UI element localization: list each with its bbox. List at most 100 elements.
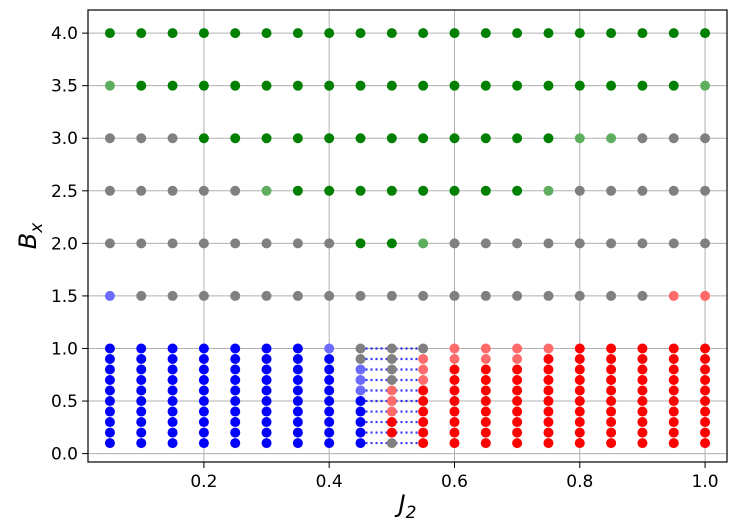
- data-point: [261, 185, 272, 196]
- data-point: [355, 375, 366, 386]
- y-tick-label: 2.5: [51, 182, 78, 202]
- data-point: [324, 385, 335, 396]
- data-point: [386, 28, 397, 39]
- data-point: [637, 238, 648, 249]
- data-point: [606, 290, 617, 301]
- data-point: [418, 238, 429, 249]
- data-point: [167, 406, 178, 417]
- data-point: [574, 438, 585, 449]
- data-point: [292, 80, 303, 91]
- data-point: [574, 28, 585, 39]
- data-point: [386, 343, 397, 354]
- data-point: [574, 396, 585, 407]
- data-point: [480, 80, 491, 91]
- data-point: [480, 427, 491, 438]
- data-point: [355, 343, 366, 354]
- data-point: [512, 353, 523, 364]
- data-point: [355, 406, 366, 417]
- data-point: [167, 133, 178, 144]
- data-point: [198, 80, 209, 91]
- data-point: [324, 417, 335, 428]
- data-point: [480, 385, 491, 396]
- data-point: [292, 417, 303, 428]
- data-point: [512, 343, 523, 354]
- data-point: [355, 80, 366, 91]
- data-point: [198, 185, 209, 196]
- data-point: [637, 353, 648, 364]
- x-axis-label: J2: [395, 490, 417, 523]
- data-point: [167, 28, 178, 39]
- data-point: [480, 28, 491, 39]
- x-tick-label: 0.4: [316, 472, 343, 492]
- data-point: [668, 385, 679, 396]
- data-point: [700, 290, 711, 301]
- data-point: [136, 343, 147, 354]
- data-point: [480, 375, 491, 386]
- data-point: [104, 385, 115, 396]
- data-point: [198, 417, 209, 428]
- data-point: [292, 364, 303, 375]
- data-point: [261, 364, 272, 375]
- data-point: [606, 364, 617, 375]
- data-point: [292, 353, 303, 364]
- data-point: [198, 290, 209, 301]
- data-point: [230, 238, 241, 249]
- data-point: [543, 185, 554, 196]
- data-point: [136, 80, 147, 91]
- data-point: [324, 290, 335, 301]
- data-point: [574, 133, 585, 144]
- data-point: [136, 375, 147, 386]
- data-point: [668, 427, 679, 438]
- data-point: [292, 438, 303, 449]
- data-point: [606, 343, 617, 354]
- data-point: [386, 238, 397, 249]
- data-point: [230, 80, 241, 91]
- data-point: [230, 185, 241, 196]
- data-point: [700, 353, 711, 364]
- data-point: [574, 375, 585, 386]
- data-point: [136, 364, 147, 375]
- data-point: [637, 364, 648, 375]
- data-point: [606, 417, 617, 428]
- data-point: [198, 406, 209, 417]
- data-point: [574, 417, 585, 428]
- data-point: [230, 417, 241, 428]
- data-point: [386, 417, 397, 428]
- data-point: [512, 375, 523, 386]
- data-point: [449, 375, 460, 386]
- data-point: [292, 375, 303, 386]
- data-point: [700, 185, 711, 196]
- data-point: [418, 353, 429, 364]
- data-point: [449, 427, 460, 438]
- data-point: [324, 133, 335, 144]
- data-point: [449, 385, 460, 396]
- data-point: [480, 396, 491, 407]
- data-points: [104, 28, 711, 449]
- data-point: [480, 353, 491, 364]
- data-point: [198, 396, 209, 407]
- data-point: [418, 364, 429, 375]
- data-point: [386, 396, 397, 407]
- data-point: [292, 133, 303, 144]
- data-point: [637, 427, 648, 438]
- data-point: [292, 290, 303, 301]
- data-point: [418, 185, 429, 196]
- data-point: [418, 438, 429, 449]
- data-point: [386, 133, 397, 144]
- data-point: [637, 290, 648, 301]
- data-point: [261, 417, 272, 428]
- data-point: [700, 133, 711, 144]
- data-point: [543, 375, 554, 386]
- data-point: [355, 133, 366, 144]
- data-point: [355, 290, 366, 301]
- data-point: [167, 417, 178, 428]
- data-point: [543, 80, 554, 91]
- data-point: [637, 80, 648, 91]
- data-point: [167, 353, 178, 364]
- data-point: [512, 80, 523, 91]
- data-point: [261, 353, 272, 364]
- data-point: [418, 80, 429, 91]
- data-point: [198, 385, 209, 396]
- data-point: [700, 28, 711, 39]
- data-point: [136, 406, 147, 417]
